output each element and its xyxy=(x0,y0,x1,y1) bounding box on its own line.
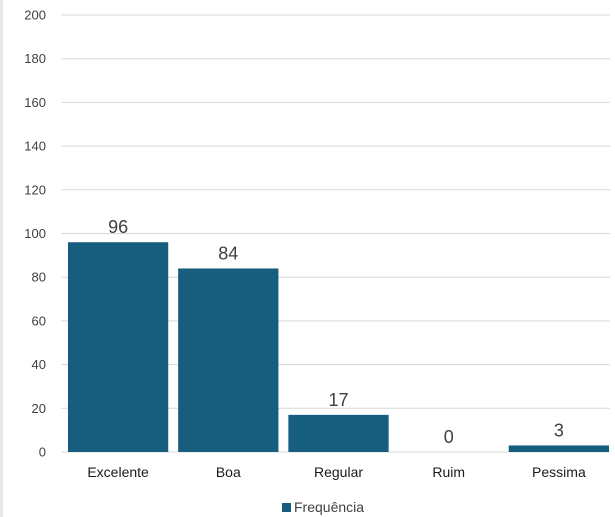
y-tick-label: 20 xyxy=(32,401,46,416)
bars xyxy=(67,242,610,452)
x-axis-tick-labels: Excelente Boa Regular Ruim Pessima xyxy=(87,464,586,480)
bar-regular xyxy=(288,414,389,452)
legend: Frequência xyxy=(282,499,364,515)
data-label-boa: 84 xyxy=(218,243,238,263)
x-tick-label-ruim: Ruim xyxy=(432,464,465,480)
left-border xyxy=(0,0,3,517)
x-tick-label-regular: Regular xyxy=(314,464,363,480)
data-labels: 96 84 17 0 3 xyxy=(108,217,564,447)
x-tick-label-pessima: Pessima xyxy=(532,464,586,480)
y-axis-tick-labels: 0 20 40 60 80 100 120 140 160 180 200 xyxy=(24,8,46,460)
data-label-regular: 17 xyxy=(328,390,348,410)
data-label-pessima: 3 xyxy=(554,420,564,440)
y-tick-label: 60 xyxy=(32,313,46,328)
y-tick-label: 120 xyxy=(24,182,46,197)
y-tick-label: 80 xyxy=(32,270,46,285)
y-tick-label: 0 xyxy=(39,445,46,460)
bar-excelente xyxy=(67,242,169,452)
data-label-ruim: 0 xyxy=(444,427,454,447)
y-tick-label: 140 xyxy=(24,139,46,154)
x-tick-label-boa: Boa xyxy=(216,464,241,480)
y-tick-label: 160 xyxy=(24,95,46,110)
y-tick-label: 200 xyxy=(24,8,46,23)
x-tick-label-excelente: Excelente xyxy=(87,464,149,480)
bar-pessima xyxy=(508,445,610,452)
legend-label-frequencia: Frequência xyxy=(294,499,364,515)
bar-boa xyxy=(178,268,279,452)
data-label-excelente: 96 xyxy=(108,217,128,237)
y-tick-label: 100 xyxy=(24,226,46,241)
y-tick-label: 40 xyxy=(32,357,46,372)
legend-swatch xyxy=(282,503,291,512)
y-tick-label: 180 xyxy=(24,51,46,66)
